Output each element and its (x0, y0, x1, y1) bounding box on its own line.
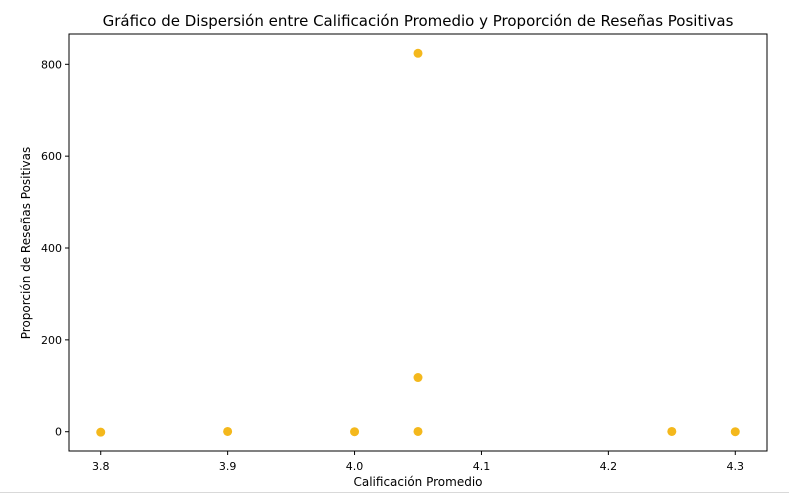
x-tick-label: 3.8 (92, 460, 110, 473)
x-tick-label: 4.3 (727, 460, 745, 473)
x-axis-label: Calificación Promedio (353, 475, 482, 489)
y-tick-label: 400 (41, 242, 62, 255)
bottom-divider (0, 492, 789, 493)
data-points (96, 48, 740, 437)
y-tick-label: 600 (41, 150, 62, 163)
x-tick-label: 3.9 (219, 460, 237, 473)
y-axis-label: Proporción de Reseñas Positivas (19, 147, 33, 340)
chart-title: Gráfico de Dispersión entre Calificación… (103, 12, 734, 30)
scatter-point (223, 426, 233, 436)
scatter-point (413, 48, 423, 58)
scatter-point (667, 426, 677, 436)
scatter-point (730, 427, 740, 437)
x-axis-ticks: 3.8 3.9 4.0 4.1 4.2 4.3 (92, 451, 744, 473)
x-tick-label: 4.2 (600, 460, 618, 473)
y-tick-label: 200 (41, 334, 62, 347)
plot-area-frame (68, 33, 768, 452)
x-tick-label: 4.0 (346, 460, 364, 473)
x-tick-label: 4.1 (473, 460, 491, 473)
y-axis-ticks: 0 200 400 600 800 (41, 58, 69, 439)
scatter-point (413, 373, 423, 383)
y-tick-label: 0 (55, 426, 62, 439)
scatter-point (413, 426, 423, 436)
y-tick-label: 800 (41, 58, 62, 71)
scatter-point (350, 427, 360, 437)
scatter-point (96, 427, 106, 437)
